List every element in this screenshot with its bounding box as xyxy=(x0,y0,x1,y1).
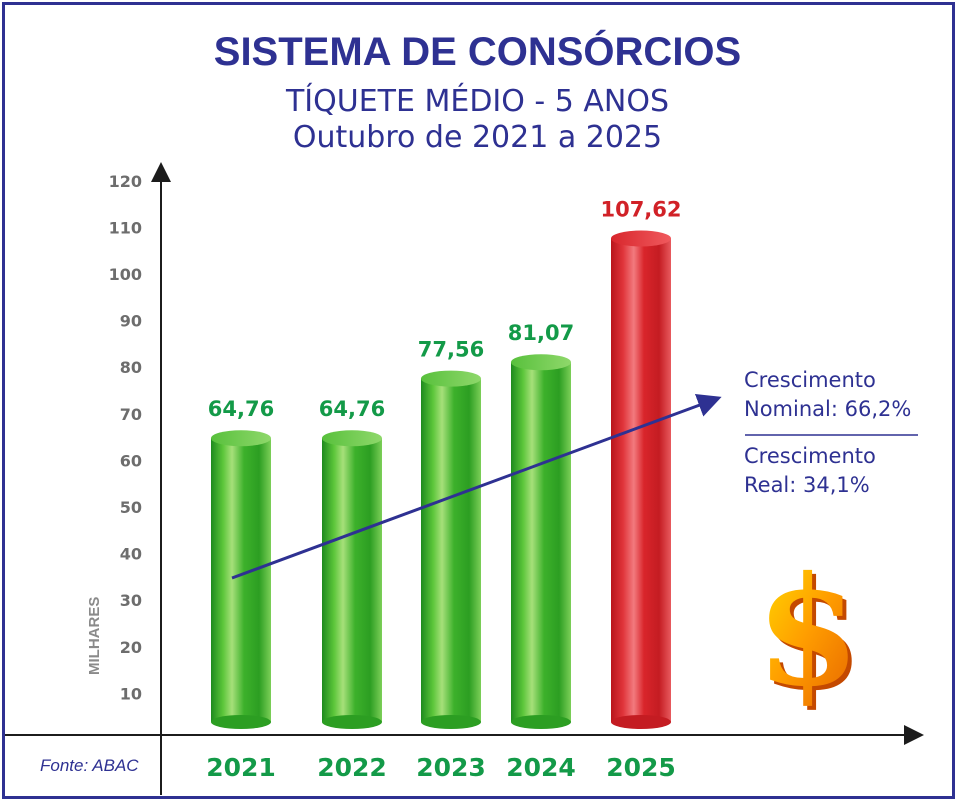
value-label: 64,76 xyxy=(208,397,274,421)
bar-base xyxy=(421,715,481,729)
y-tick-label: 20 xyxy=(120,638,142,657)
x-tick-label: 2021 xyxy=(206,753,276,782)
bar-base xyxy=(511,715,571,729)
y-tick-label: 40 xyxy=(120,545,142,564)
bar-2022 xyxy=(322,430,382,729)
bar-top xyxy=(611,230,671,247)
y-tick-label: 80 xyxy=(120,358,142,377)
bar-top xyxy=(511,354,571,371)
real-growth-line1: Crescimento xyxy=(744,444,876,468)
y-tick-label: 120 xyxy=(109,172,142,191)
x-tick-label: 2024 xyxy=(506,753,576,782)
y-axis-label: MILHARES xyxy=(86,597,103,675)
bar-top xyxy=(322,430,382,447)
nominal-growth-value: Nominal: 66,2% xyxy=(744,397,912,421)
y-tick-label: 70 xyxy=(120,405,142,424)
chart-subtitle-period: Outubro de 2021 a 2025 xyxy=(292,120,663,155)
bar-body xyxy=(211,438,271,722)
bar-base xyxy=(611,715,671,729)
value-label: 107,62 xyxy=(600,197,681,221)
chart-title: SISTEMA DE CONSÓRCIOS xyxy=(213,30,742,74)
bar-body xyxy=(421,378,481,722)
y-tick-label: 30 xyxy=(120,591,142,610)
bar-2023 xyxy=(421,370,481,729)
y-tick-label: 110 xyxy=(109,218,142,237)
bar-2025 xyxy=(611,230,671,729)
bar-top xyxy=(421,370,481,387)
real-growth-label: Crescimento Real: 34,1% xyxy=(744,442,876,500)
bar-base xyxy=(322,715,382,729)
x-tick-label: 2025 xyxy=(606,753,676,782)
value-label: 77,56 xyxy=(418,338,484,362)
y-tick-label: 90 xyxy=(120,312,142,331)
real-growth-value: Real: 34,1% xyxy=(744,473,870,497)
nominal-growth-label: Crescimento Nominal: 66,2% xyxy=(744,366,911,424)
dollar-sign-icon: $ xyxy=(756,544,860,720)
x-tick-label: 2022 xyxy=(317,753,387,782)
bar-2021 xyxy=(211,430,271,729)
bar-top xyxy=(211,430,271,447)
bar-body xyxy=(511,362,571,722)
y-tick-label: 50 xyxy=(120,498,142,517)
source-label: Fonte: ABAC xyxy=(40,756,139,775)
bar-body xyxy=(611,238,671,723)
chart-subtitle: TÍQUETE MÉDIO - 5 ANOS xyxy=(285,84,670,119)
y-tick-label: 100 xyxy=(109,265,142,284)
bar-2024 xyxy=(511,354,571,729)
bar-body xyxy=(322,438,382,722)
value-label: 81,07 xyxy=(508,321,574,345)
y-tick-label: 60 xyxy=(120,451,142,470)
trend-arrow xyxy=(231,393,722,580)
bar-base xyxy=(211,715,271,729)
x-tick-label: 2023 xyxy=(416,753,486,782)
nominal-growth-line1: Crescimento xyxy=(744,368,876,392)
y-tick-label: 10 xyxy=(120,684,142,703)
value-label: 64,76 xyxy=(319,397,385,421)
